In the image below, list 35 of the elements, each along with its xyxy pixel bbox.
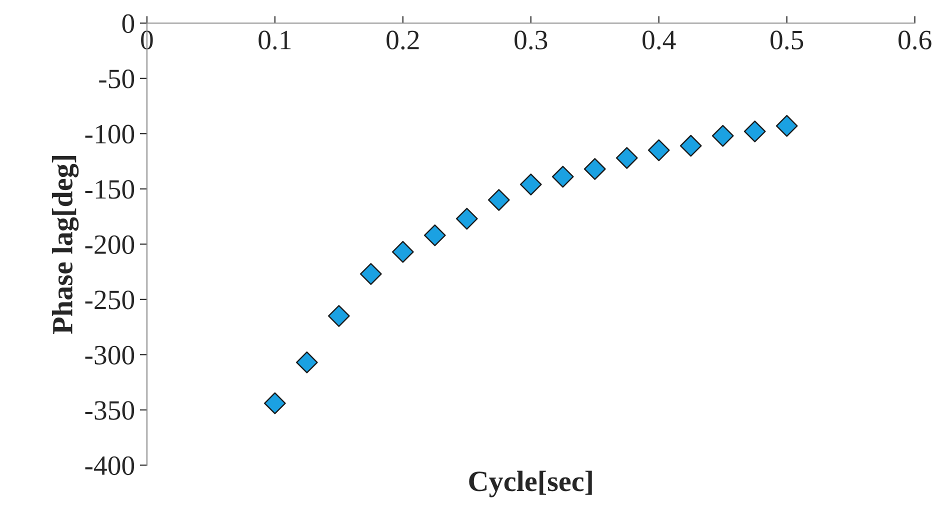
point (648, 139, 670, 162)
point (328, 305, 350, 327)
y-tick-label: 0 (122, 14, 134, 34)
point (712, 124, 734, 147)
x-tick-label: 0.1 (258, 30, 291, 50)
y-tick-label: -400 (85, 456, 134, 476)
x-tick-label: 0.5 (770, 30, 804, 50)
point (520, 174, 542, 196)
y-tick-label: -200 (85, 235, 134, 254)
point (264, 392, 286, 414)
y-tick-label: -100 (85, 124, 134, 144)
point (680, 134, 702, 157)
point (616, 147, 638, 169)
point (296, 351, 318, 374)
point (584, 158, 606, 180)
y-axis-title: Phase lag[deg] (52, 156, 79, 334)
point (360, 263, 382, 285)
y-tick-label: -150 (85, 180, 134, 199)
y-tick-label: -50 (99, 70, 134, 88)
x-tick-label: 0.6 (898, 30, 932, 50)
y-tick-label: -250 (85, 290, 134, 310)
point (488, 189, 510, 211)
point (392, 240, 414, 263)
x-tick-label: 0.3 (514, 30, 548, 50)
x-tick-label: 0 (141, 30, 153, 50)
point (456, 208, 478, 230)
x-tick-label: 0.4 (642, 30, 676, 50)
y-tick-label: -300 (85, 346, 134, 365)
y-tick-label: -350 (85, 401, 134, 420)
point (552, 166, 574, 188)
x-tick-label: 0.2 (386, 30, 419, 50)
point (776, 114, 798, 137)
point (424, 224, 446, 246)
x-axis-title: Cycle[sec] (469, 470, 592, 498)
point (744, 120, 766, 142)
